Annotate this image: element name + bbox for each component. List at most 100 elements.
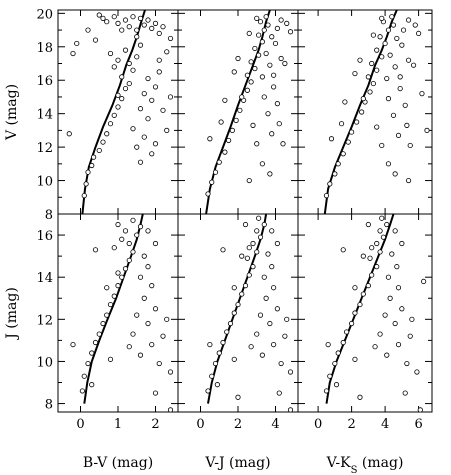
- star-point: [156, 360, 162, 367]
- star-point: [256, 52, 262, 58]
- star-point: [392, 228, 398, 234]
- star-point: [231, 356, 237, 362]
- star-point: [107, 50, 114, 57]
- star-point: [167, 35, 174, 42]
- star-point: [267, 62, 273, 68]
- star-point: [278, 55, 284, 62]
- star-point: [261, 94, 267, 100]
- star-point: [205, 191, 211, 197]
- star-point: [360, 96, 366, 102]
- star-point: [152, 306, 159, 312]
- star-point: [282, 60, 288, 67]
- star-point: [212, 169, 219, 175]
- star-point: [385, 27, 392, 33]
- y-tick-label: 8: [45, 398, 53, 413]
- star-point: [352, 356, 358, 362]
- star-point: [405, 177, 412, 184]
- y-tick-label: 14: [36, 271, 53, 286]
- star-point: [149, 283, 155, 289]
- star-point: [104, 131, 110, 137]
- star-point: [284, 20, 290, 26]
- star-point: [164, 316, 170, 322]
- star-point: [263, 14, 269, 20]
- star-point: [325, 341, 331, 348]
- panel-bottom-right: 0 2 4 6 V-KS (mag): [297, 213, 433, 475]
- star-point: [164, 49, 170, 55]
- star-point: [137, 42, 144, 48]
- star-point: [405, 17, 412, 23]
- star-point: [377, 34, 383, 40]
- star-point: [276, 390, 282, 396]
- star-point: [385, 96, 392, 102]
- star-point: [384, 352, 390, 358]
- star-point: [107, 301, 114, 308]
- star-point: [96, 331, 102, 337]
- star-point: [404, 122, 410, 128]
- star-point: [92, 339, 99, 346]
- star-point: [263, 295, 269, 301]
- star-point: [218, 119, 224, 125]
- star-point: [352, 70, 358, 77]
- star-point: [265, 22, 271, 28]
- star-point: [265, 111, 271, 117]
- star-point: [119, 96, 125, 102]
- star-point: [359, 109, 365, 115]
- star-point: [259, 74, 265, 80]
- star-point: [239, 291, 245, 297]
- star-point: [252, 45, 258, 52]
- star-point: [89, 162, 95, 169]
- star-point: [205, 388, 211, 394]
- star-point: [130, 331, 136, 337]
- y-tick-label: 12: [36, 141, 53, 156]
- star-point: [342, 99, 348, 105]
- star-point: [390, 112, 397, 118]
- star-point: [134, 54, 140, 60]
- y-axis-title: V (mag): [4, 84, 20, 141]
- star-point: [415, 30, 422, 37]
- star-point: [237, 107, 243, 113]
- star-point: [134, 144, 140, 150]
- star-point: [115, 270, 121, 276]
- star-point: [167, 407, 174, 412]
- isochrone-curve: [207, 214, 268, 404]
- star-point: [424, 127, 430, 133]
- star-point: [367, 255, 373, 261]
- star-point: [141, 295, 147, 301]
- star-point: [235, 55, 241, 62]
- star-point: [137, 274, 144, 280]
- star-point: [404, 360, 410, 367]
- star-point: [152, 20, 159, 26]
- star-point: [126, 24, 132, 30]
- star-point: [248, 79, 254, 85]
- star-point: [421, 278, 427, 285]
- y-tick-label: 10: [36, 355, 53, 370]
- star-point: [271, 341, 277, 348]
- star-point: [399, 42, 405, 48]
- x-tick-label: 0: [314, 417, 322, 432]
- star-point: [374, 47, 380, 53]
- star-point: [392, 64, 398, 70]
- y-tick-label: 12: [36, 313, 53, 328]
- star-point: [360, 253, 366, 259]
- panel-top-middle: [177, 9, 299, 215]
- star-point: [122, 85, 129, 92]
- star-point: [100, 139, 106, 145]
- star-point: [254, 331, 260, 337]
- panel-frame: [297, 9, 433, 215]
- star-point: [327, 373, 333, 379]
- star-point: [254, 249, 260, 255]
- star-point: [242, 221, 249, 228]
- star-point: [271, 84, 277, 90]
- panel-frame: [177, 213, 299, 413]
- star-point: [235, 394, 241, 400]
- x-tick-label: 6: [414, 417, 422, 432]
- y-axis-title: J (mag): [4, 287, 20, 341]
- star-point: [126, 344, 132, 350]
- star-point: [122, 228, 129, 234]
- x-tick-label: 1: [114, 417, 122, 432]
- star-point: [209, 373, 215, 379]
- star-point: [257, 19, 264, 25]
- star-point: [340, 151, 346, 157]
- star-point: [395, 132, 402, 139]
